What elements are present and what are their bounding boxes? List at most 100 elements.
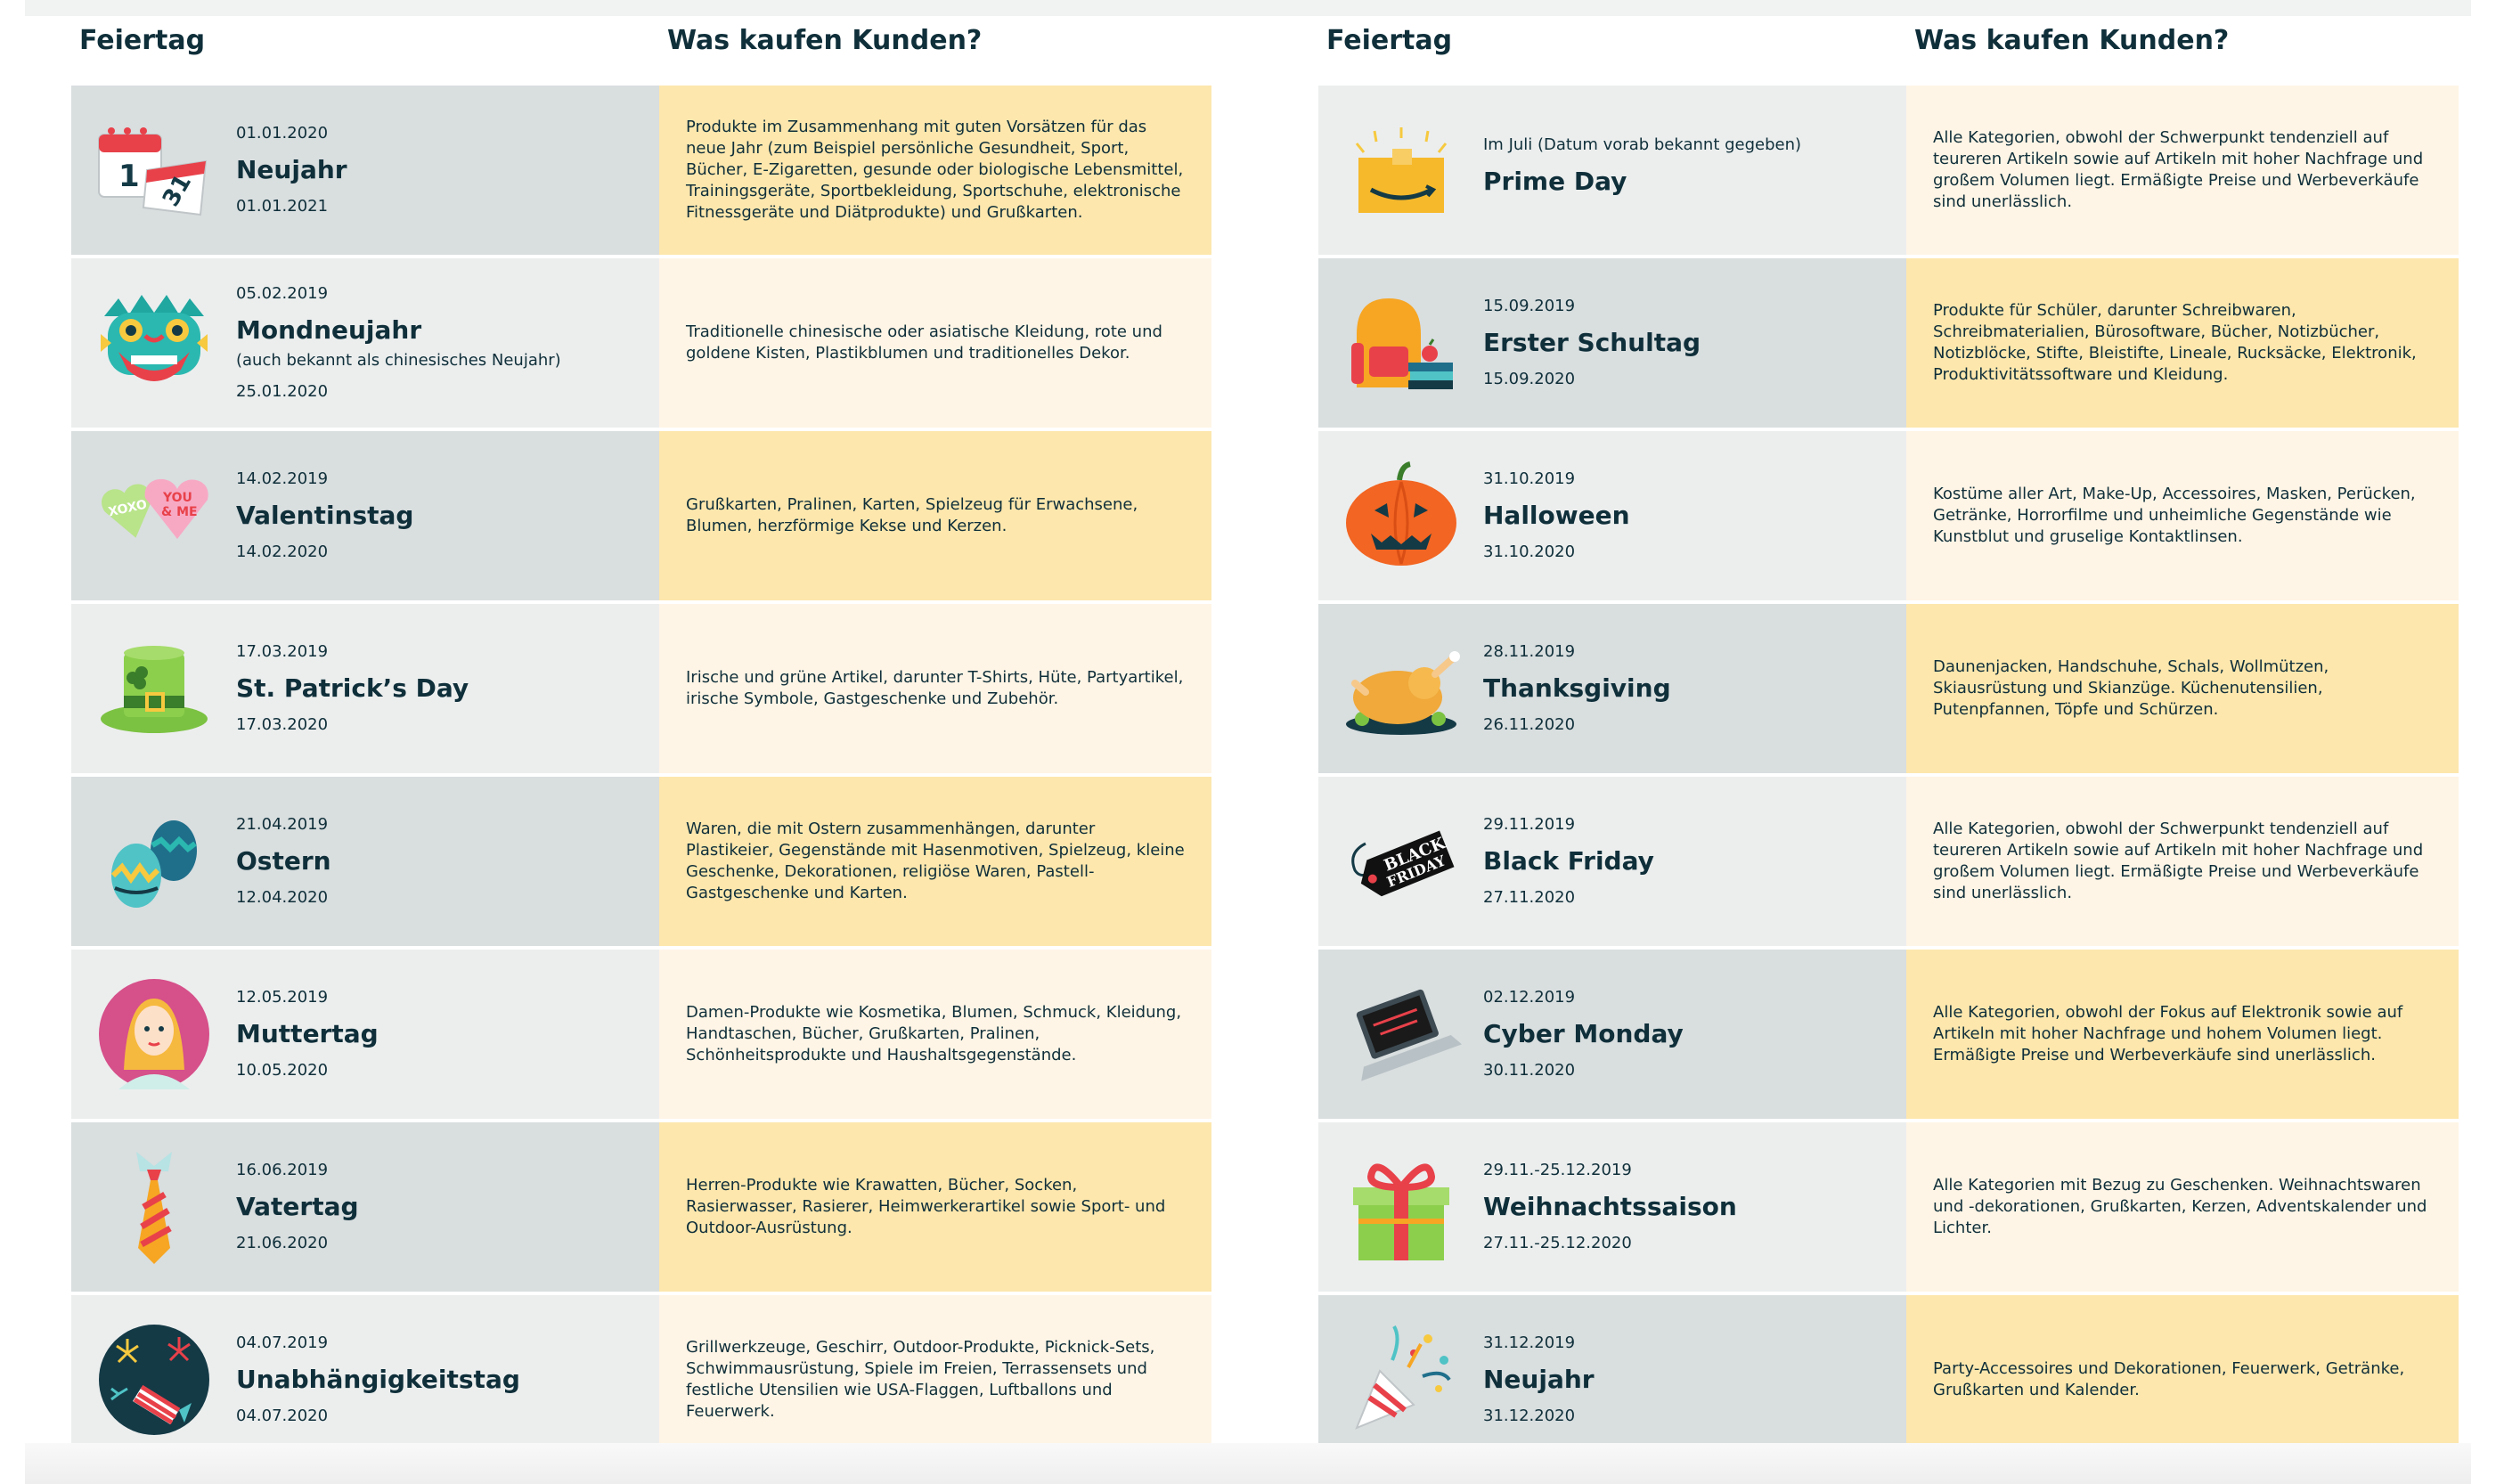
date-start: 29.11.-25.12.2019 [1483, 1161, 1632, 1179]
date-next: 26.11.2020 [1483, 715, 1576, 734]
fireworks-icon [71, 1295, 236, 1464]
table-row: 15.09.2019 Erster Schultag 15.09.2020 Pr… [1318, 258, 2459, 428]
laptop-icon [1318, 950, 1483, 1119]
table-row: 31.12.2019 Neujahr 31.12.2020 Party-Acce… [1318, 1295, 2459, 1464]
header-holiday: Feiertag [79, 25, 206, 56]
amazon-box-icon [1318, 86, 1483, 255]
purchase-description: Alle Kategorien, obwohl der Schwerpunkt … [1906, 777, 2459, 946]
table-row: 17.03.2019 St. Patrick’s Day 17.03.2020 … [71, 604, 1211, 773]
party-popper-icon [1318, 1295, 1483, 1464]
calendar-day-1: 1 [118, 159, 140, 194]
date-start: 04.07.2019 [236, 1333, 329, 1352]
table-row: 21.04.2019 Ostern 12.04.2020 Waren, die … [71, 777, 1211, 946]
purchase-description: Alle Kategorien, obwohl der Fokus auf El… [1906, 950, 2459, 1119]
holiday-title: Halloween [1483, 501, 1630, 530]
date-next: 04.07.2020 [236, 1407, 329, 1425]
holiday-note: (auch bekannt als chinesisches Neujahr) [236, 351, 561, 370]
table-header: Feiertag Was kaufen Kunden? [39, 0, 1213, 86]
black-friday-tag-icon: BLACK FRIDAY [1318, 777, 1483, 946]
date-next: 27.11.-25.12.2020 [1483, 1234, 1632, 1252]
purchase-description: Kostüme aller Art, Make-Up, Accessoires,… [1906, 431, 2459, 600]
bottom-fade [25, 1443, 2471, 1484]
holiday-title: Ostern [236, 846, 331, 876]
holiday-title: Neujahr [1483, 1365, 1595, 1394]
holiday-title: Prime Day [1483, 167, 1627, 196]
top-divider [25, 0, 2471, 16]
date-next: 25.01.2020 [236, 382, 329, 401]
purchase-description: Alle Kategorien mit Bezug zu Geschenken.… [1906, 1122, 2459, 1292]
calendar-icon: 1 31 [71, 86, 236, 255]
date-next: 14.02.2020 [236, 542, 329, 561]
necktie-icon [71, 1122, 236, 1292]
table-row: 02.12.2019 Cyber Monday 30.11.2020 Alle … [1318, 950, 2459, 1119]
date-next: 21.06.2020 [236, 1234, 329, 1252]
table-row: 16.06.2019 Vatertag 21.06.2020 Herren-Pr… [71, 1122, 1211, 1292]
table-row: Im Juli (Datum vorab bekannt gegeben) Pr… [1318, 86, 2459, 255]
date-start: 14.02.2019 [236, 469, 329, 488]
purchase-description: Herren-Produkte wie Krawatten, Bücher, S… [659, 1122, 1211, 1292]
table-header: Feiertag Was kaufen Kunden? [1286, 0, 2460, 86]
purchase-description: Grillwerkzeuge, Geschirr, Outdoor-Produk… [659, 1295, 1211, 1464]
table-row: 31.10.2019 Halloween 31.10.2020 Kostüme … [1318, 431, 2459, 600]
holiday-title: Cyber Monday [1483, 1019, 1684, 1048]
pumpkin-icon [1318, 431, 1483, 600]
purchase-description: Produkte im Zusammenhang mit guten Vorsä… [659, 86, 1211, 255]
roast-turkey-icon [1318, 604, 1483, 773]
holiday-title: Mondneujahr [236, 315, 422, 345]
holiday-title: Valentinstag [236, 501, 414, 530]
holiday-title: Erster Schultag [1483, 328, 1701, 357]
holiday-title: Muttertag [236, 1019, 379, 1048]
date-start: 01.01.2020 [236, 124, 329, 143]
date-start: 12.05.2019 [236, 988, 329, 1007]
date-next: 17.03.2020 [236, 715, 329, 734]
table-row: XOXO YOU & ME 14.02.2019 Valentinstag 14… [71, 431, 1211, 600]
date-info: Im Juli (Datum vorab bekannt gegeben) [1483, 135, 1802, 154]
date-start: 05.02.2019 [236, 284, 329, 303]
purchase-description: Party-Accessoires und Dekorationen, Feue… [1906, 1295, 2459, 1464]
candy-text-2a: YOU [162, 491, 192, 505]
purchase-description: Damen-Produkte wie Kosmetika, Blumen, Sc… [659, 950, 1211, 1119]
holiday-title: Neujahr [236, 155, 347, 184]
candy-hearts-icon: XOXO YOU & ME [71, 431, 236, 600]
leprechaun-hat-icon [71, 604, 236, 773]
date-next: 31.10.2020 [1483, 542, 1576, 561]
mother-portrait-icon [71, 950, 236, 1119]
purchase-description: Irische und grüne Artikel, darunter T-Sh… [659, 604, 1211, 773]
date-next: 12.04.2020 [236, 888, 329, 907]
purchase-description: Waren, die mit Ostern zusammenhängen, da… [659, 777, 1211, 946]
holiday-title: Unabhängigkeitstag [236, 1365, 520, 1394]
date-start: 29.11.2019 [1483, 815, 1576, 834]
date-start: 21.04.2019 [236, 815, 329, 834]
easter-eggs-icon [71, 777, 236, 946]
header-buy: Was kaufen Kunden? [667, 25, 983, 56]
gift-box-icon [1318, 1122, 1483, 1292]
school-backpack-icon [1318, 258, 1483, 428]
date-start: 16.06.2019 [236, 1161, 329, 1179]
date-start: 17.03.2019 [236, 642, 329, 661]
holiday-title: Weihnachtssaison [1483, 1192, 1737, 1221]
table-row: 12.05.2019 Muttertag 10.05.2020 Damen-Pr… [71, 950, 1211, 1119]
purchase-description: Produkte für Schüler, darunter Schreibwa… [1906, 258, 2459, 428]
holiday-title: St. Patrick’s Day [236, 673, 469, 703]
date-next: 30.11.2020 [1483, 1061, 1576, 1080]
date-start: 31.12.2019 [1483, 1333, 1576, 1352]
header-buy: Was kaufen Kunden? [1914, 25, 2230, 56]
table-row: 29.11.-25.12.2019 Weihnachtssaison 27.11… [1318, 1122, 2459, 1292]
date-next: 01.01.2021 [236, 197, 329, 216]
dragon-mask-icon [71, 258, 236, 428]
date-start: 02.12.2019 [1483, 988, 1576, 1007]
holiday-title: Black Friday [1483, 846, 1654, 876]
table-row: 28.11.2019 Thanksgiving 26.11.2020 Daune… [1318, 604, 2459, 773]
purchase-description: Traditionelle chinesische oder asiatisch… [659, 258, 1211, 428]
date-start: 28.11.2019 [1483, 642, 1576, 661]
table-row: 1 31 01.01.2020 Neujahr 01.01.2021 Produ… [71, 86, 1211, 255]
date-next: 10.05.2020 [236, 1061, 329, 1080]
header-holiday: Feiertag [1326, 25, 1453, 56]
holiday-title: Vatertag [236, 1192, 359, 1221]
table-row: 05.02.2019 Mondneujahr (auch bekannt als… [71, 258, 1211, 428]
date-start: 31.10.2019 [1483, 469, 1576, 488]
candy-text-2b: & ME [161, 505, 198, 519]
right-holiday-table: Feiertag Was kaufen Kunden? Im Juli (Dat… [1286, 0, 2460, 1468]
purchase-description: Daunenjacken, Handschuhe, Schals, Wollmü… [1906, 604, 2459, 773]
purchase-description: Alle Kategorien, obwohl der Schwerpunkt … [1906, 86, 2459, 255]
